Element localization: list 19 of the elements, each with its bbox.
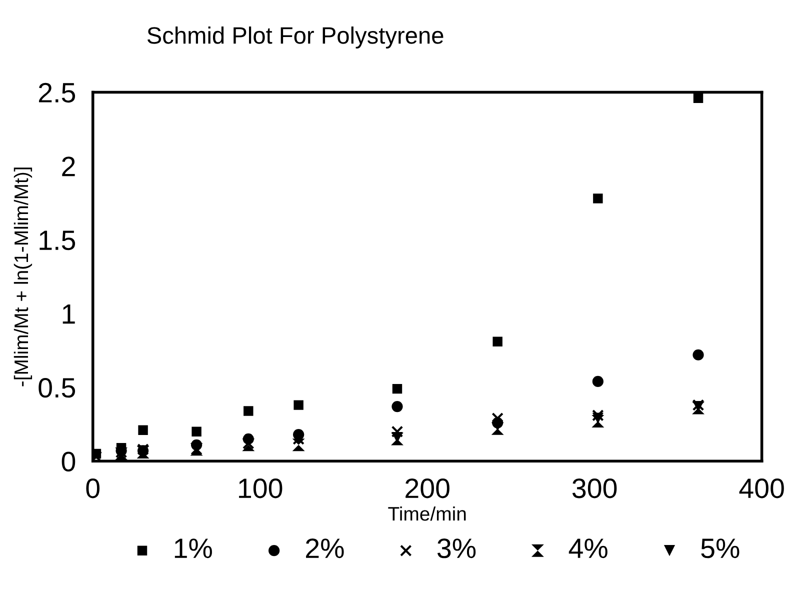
legend-label: 4%: [568, 538, 608, 558]
legend-label: 2%: [306, 538, 344, 558]
x-tick-label: 100: [239, 478, 282, 498]
x-tick-label: 200: [406, 478, 450, 498]
y-tick-label: 0: [62, 452, 76, 472]
x-tick-label: 400: [739, 478, 784, 498]
y-tick-label: 2: [62, 156, 75, 176]
y-axis-title: -[Mlim/Mt + ln(1-Mlim/Mt)]: [14, 168, 32, 386]
chart-title: Schmid Plot For Polystyrene: [147, 26, 444, 49]
y-tick-label: 1.5: [40, 230, 76, 250]
y-tick-label: 1: [62, 304, 75, 324]
legend-label: 3%: [437, 538, 476, 558]
y-tick-label: 2.5: [38, 82, 76, 103]
x-axis-title: Time/min: [388, 506, 466, 521]
x-tick-label: 0: [86, 478, 100, 498]
x-tick-label: 300: [572, 478, 617, 498]
y-tick-label: 0.5: [38, 378, 76, 398]
legend-label: 5%: [701, 538, 740, 558]
legend-label: 1%: [174, 538, 212, 558]
